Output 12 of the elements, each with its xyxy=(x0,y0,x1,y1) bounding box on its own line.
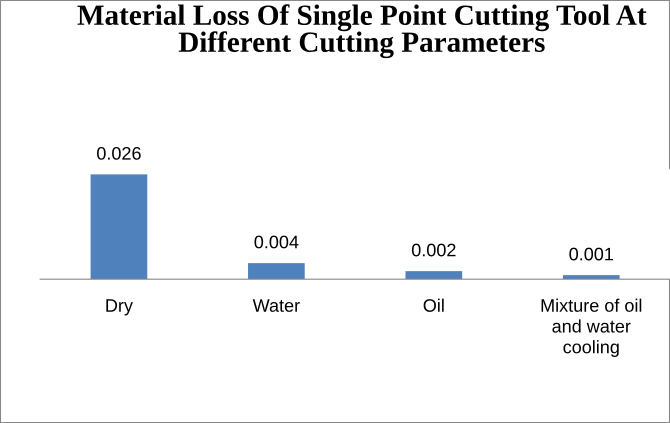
data-label: 0.004 xyxy=(254,236,298,248)
x-tick-label: Mixture of oil and water cooling xyxy=(542,298,642,357)
bar xyxy=(405,271,462,280)
data-label: 0.026 xyxy=(97,146,141,160)
x-tick-label: Dry xyxy=(106,299,133,316)
data-label: 0.002 xyxy=(412,244,456,256)
x-tick-label: Water xyxy=(252,299,300,312)
data-label: 0.001 xyxy=(569,248,613,260)
chart-title: Material Loss Of Single Point Cutting Tool At Different Cutting Parameters xyxy=(77,4,646,58)
bar xyxy=(90,174,148,280)
x-tick-label: Oil xyxy=(424,298,444,312)
bar xyxy=(248,263,305,280)
